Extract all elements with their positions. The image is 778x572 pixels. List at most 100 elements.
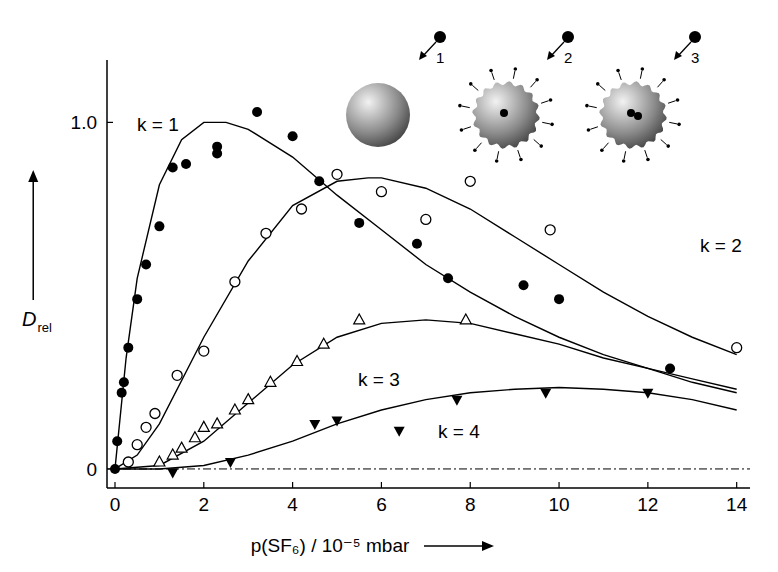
chart: 0246810121401.0p(SF₆) / 10⁻⁵ mbarDrelk =… — [0, 0, 778, 572]
data-point — [412, 239, 422, 249]
x-tick — [736, 482, 737, 488]
data-point — [117, 388, 127, 398]
evaporation-dot — [585, 104, 589, 108]
evaporation-arrow — [645, 150, 648, 158]
y-axis-title-sub: rel — [37, 320, 52, 335]
evaporation-dot — [535, 78, 539, 82]
data-point — [230, 277, 240, 287]
x-tick — [558, 482, 559, 488]
evaporation-arrow — [590, 127, 598, 130]
evaporation-dot — [622, 159, 626, 163]
data-point — [198, 421, 209, 431]
data-point — [212, 418, 223, 428]
evaporation-dot — [677, 123, 681, 127]
cluster — [599, 81, 666, 149]
data-point — [110, 464, 120, 474]
data-point — [665, 363, 675, 373]
data-point — [189, 432, 200, 442]
data-point — [141, 259, 151, 269]
evaporation-dot — [469, 82, 473, 86]
evaporation-arrow — [589, 106, 597, 108]
data-point — [554, 294, 564, 304]
evaporation-arrow — [530, 81, 535, 87]
data-point — [225, 458, 236, 468]
x-title-arrowhead — [482, 541, 494, 551]
data-point — [732, 343, 742, 353]
evaporation-arrow — [624, 151, 626, 159]
inset-icon — [346, 31, 446, 147]
data-point — [292, 356, 303, 366]
evaporation-dot — [473, 148, 477, 152]
y-axis-title: D — [22, 308, 36, 330]
data-point — [460, 314, 471, 324]
data-point — [309, 420, 320, 430]
x-tick-label: 0 — [110, 494, 121, 515]
evaporation-dot — [616, 69, 620, 73]
data-point — [296, 204, 306, 214]
data-point — [123, 457, 133, 467]
data-point — [421, 214, 431, 224]
incoming-arrowhead — [419, 51, 427, 60]
x-tick-label: 12 — [637, 494, 658, 515]
evaporation-dot — [539, 144, 543, 148]
inset-label: 1 — [436, 49, 444, 66]
evaporation-arrow — [513, 71, 515, 79]
evaporation-arrow — [541, 101, 549, 104]
evaporation-dot — [646, 158, 650, 162]
data-point — [176, 442, 187, 452]
evaporation-dot — [458, 104, 462, 108]
plot-area — [107, 107, 750, 478]
evaporation-arrow — [668, 101, 676, 104]
fit-curve — [115, 320, 737, 469]
evaporation-arrow — [492, 72, 495, 80]
cluster — [472, 81, 539, 149]
inset-icon — [458, 31, 574, 163]
data-point — [261, 228, 271, 238]
series-label: k = 1 — [137, 114, 179, 135]
data-point — [212, 142, 222, 152]
incoming-arrowhead — [674, 51, 682, 60]
data-point — [332, 416, 343, 426]
x-tick — [114, 482, 115, 488]
data-point — [123, 343, 133, 353]
x-tick — [647, 482, 648, 488]
evaporation-dot — [676, 98, 680, 102]
data-point — [545, 225, 555, 235]
data-point — [229, 404, 240, 414]
fit-curve — [115, 122, 737, 469]
data-point — [112, 436, 122, 446]
evaporation-dot — [495, 159, 499, 163]
series-label: k = 3 — [358, 369, 400, 390]
data-point — [252, 107, 262, 117]
data-point — [154, 456, 165, 466]
incoming-arrowhead — [547, 51, 555, 60]
data-point — [318, 338, 329, 348]
embedded-molecule — [500, 109, 508, 117]
x-axis-title: p(SF₆) / 10⁻⁵ mbar — [251, 535, 410, 556]
x-tick — [381, 482, 382, 488]
y-tick-label: 1.0 — [71, 112, 97, 133]
y-title-arrowhead — [28, 170, 38, 182]
evaporation-dot — [489, 69, 493, 73]
data-point — [172, 370, 182, 380]
series-label: k = 2 — [700, 235, 742, 256]
evaporation-dot — [662, 78, 666, 82]
x-title-arrow — [424, 545, 484, 547]
data-point — [154, 221, 164, 231]
evaporation-arrow — [657, 81, 662, 87]
fit-curve — [115, 178, 737, 469]
x-tick-label: 10 — [548, 494, 569, 515]
data-point — [288, 131, 298, 141]
data-point — [141, 422, 151, 432]
x-tick-label: 8 — [465, 494, 476, 515]
evaporation-arrow — [661, 139, 667, 144]
data-point — [132, 440, 142, 450]
evaporation-arrow — [669, 122, 677, 124]
data-point — [199, 346, 209, 356]
embedded-molecule — [627, 109, 635, 117]
evaporation-dot — [460, 128, 464, 132]
evaporation-dot — [550, 123, 554, 127]
cluster — [346, 83, 410, 147]
evaporation-dot — [514, 67, 518, 71]
evaporation-arrow — [476, 143, 481, 149]
